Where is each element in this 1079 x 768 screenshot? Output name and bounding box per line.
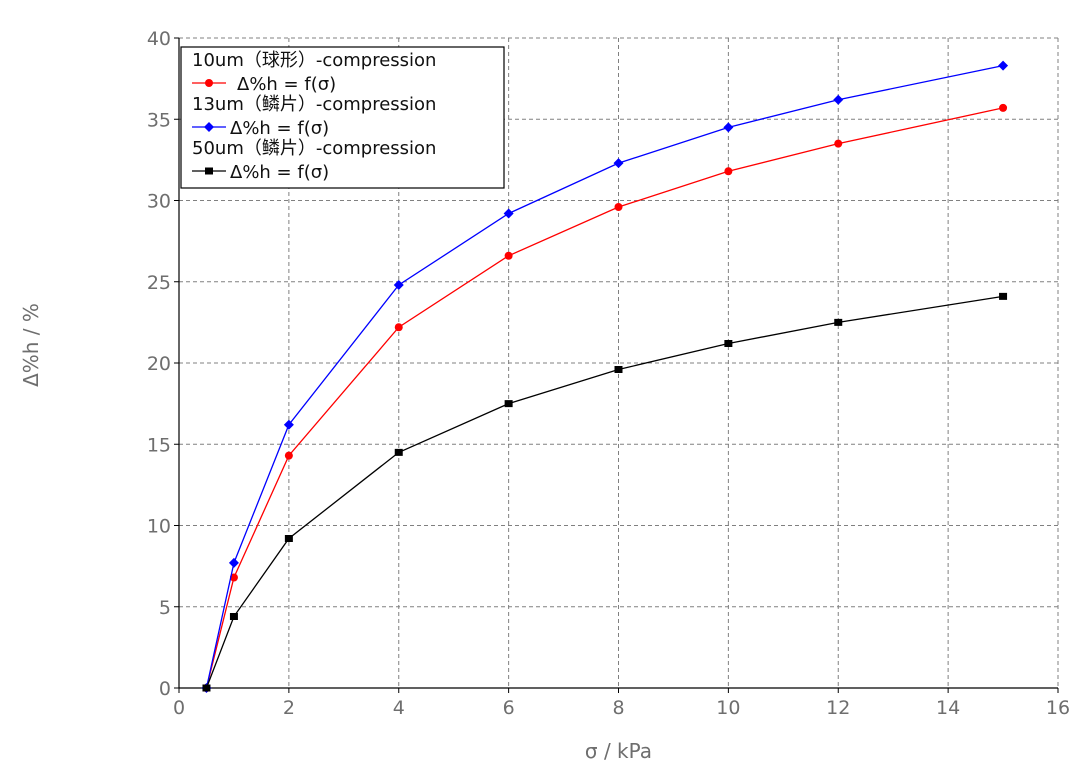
data-point-1-2 (283, 419, 294, 430)
y-tick-label: 20 (147, 353, 171, 375)
y-tick-label: 10 (147, 516, 171, 538)
y-tick-label: 25 (147, 272, 171, 294)
data-point-2-8 (999, 292, 1008, 300)
data-point-0-5 (614, 203, 623, 211)
legend-series-name: 50um（鳞片）-compression (192, 138, 436, 159)
data-point-2-4 (504, 400, 513, 408)
x-tick-label: 2 (283, 697, 295, 719)
data-point-0-8 (999, 103, 1008, 112)
series-line-0 (205, 107, 1004, 689)
x-tick-label: 4 (393, 697, 405, 719)
legend-series-name: 10um（球形）-compression (192, 50, 436, 71)
data-point-1-6 (723, 122, 734, 133)
data-point-1-1 (228, 557, 239, 568)
y-tick-label: 0 (159, 678, 171, 700)
legend-marker-2 (205, 167, 213, 175)
data-point-2-7 (834, 318, 843, 326)
y-tick-label: 35 (147, 109, 171, 131)
data-point-0-6 (724, 167, 733, 176)
data-point-1-4 (503, 208, 514, 219)
data-point-2-0 (202, 684, 211, 692)
x-tick-label: 8 (612, 697, 624, 719)
y-tick-label: 30 (147, 191, 171, 213)
data-point-1-5 (613, 158, 624, 169)
data-point-1-8 (998, 60, 1009, 71)
y-tick-label: 40 (147, 28, 171, 50)
x-tick-label: 12 (826, 697, 850, 719)
y-tick-label: 15 (147, 434, 171, 456)
data-point-1-7 (833, 94, 844, 105)
x-tick-label: 16 (1046, 697, 1070, 719)
data-point-2-3 (394, 448, 403, 456)
legend-series-name: 13um（鳞片）-compression (192, 94, 436, 115)
x-tick-label: 6 (503, 697, 515, 719)
x-axis-label: σ / kPa (585, 739, 652, 763)
data-point-0-4 (504, 251, 513, 260)
data-point-2-5 (614, 366, 623, 373)
y-tick-label: 5 (159, 597, 171, 619)
y-axis-label: Δ%h / % (19, 303, 43, 387)
legend-series-sub: Δ%h = f(σ) (230, 162, 329, 183)
data-point-2-2 (284, 535, 293, 542)
x-tick-label: 0 (173, 697, 185, 719)
legend-series-sub: Δ%h = f(σ) (230, 118, 329, 139)
data-point-0-1 (229, 573, 238, 582)
data-point-2-1 (229, 613, 238, 620)
legend-marker-0 (205, 79, 213, 87)
legend-marker-1 (204, 122, 214, 132)
data-point-1-3 (393, 280, 404, 290)
x-tick-label: 14 (936, 697, 960, 719)
x-tick-label: 10 (716, 697, 740, 719)
data-point-0-7 (834, 139, 843, 148)
data-point-0-3 (394, 323, 403, 332)
legend-series-sub: Δ%h = f(σ) (237, 74, 336, 95)
series-line-2 (205, 295, 1004, 689)
legend-box (180, 46, 505, 189)
data-point-0-2 (284, 451, 293, 460)
data-point-2-6 (724, 340, 733, 347)
